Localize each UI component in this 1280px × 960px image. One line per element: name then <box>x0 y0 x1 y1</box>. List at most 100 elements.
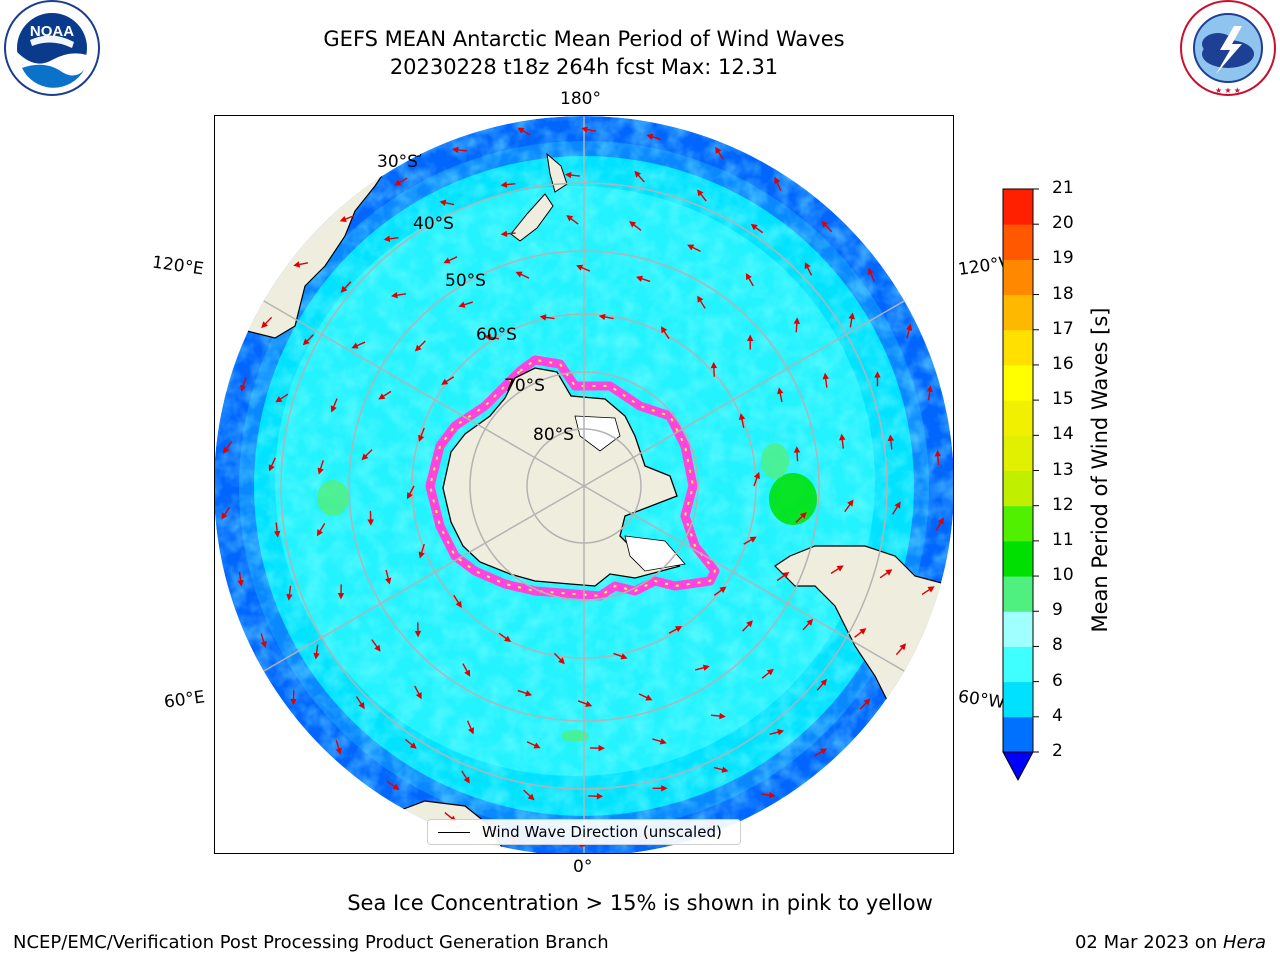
wind-wave-arrowhead <box>240 384 247 392</box>
wind-wave-arrowhead <box>821 220 829 228</box>
wind-wave-arrowhead <box>926 385 933 393</box>
colorbar-tick-labels: 2 4 6 8 9 10 11 12 13 14 15 16 17 18 19 20 21 <box>1052 178 1112 788</box>
wind-wave-arrowhead <box>719 586 727 593</box>
wind-wave-arrowhead <box>414 344 422 352</box>
colorbar-label: Mean Period of Wind Waves [s] <box>1088 307 1112 633</box>
wind-wave-arrowhead <box>836 565 844 572</box>
wind-wave-arrowhead <box>558 657 565 665</box>
wind-wave-arrowhead <box>302 338 310 346</box>
map-legend: Wind Wave Direction (unscaled) <box>427 819 741 845</box>
wind-wave-arrowhead <box>745 273 752 281</box>
wind-wave-arrowhead <box>646 133 654 140</box>
wind-wave-arrowhead <box>367 519 374 526</box>
colorbar-cell-4 <box>1003 681 1033 718</box>
colorbar-tick-label: 16 <box>1052 353 1074 374</box>
wind-wave-arrowhead <box>335 747 342 755</box>
wind-wave-arrowhead <box>768 791 776 799</box>
wind-wave-arrowhead <box>394 179 402 186</box>
colorbar-tick-label: 14 <box>1052 424 1074 445</box>
colorbar-cell-16 <box>1003 329 1033 366</box>
colorbar-cell-18 <box>1003 259 1033 296</box>
lon-label-60e: 60°E <box>162 687 207 713</box>
wind-wave-arrowhead <box>634 170 641 178</box>
lon-label-0: 0° <box>573 857 593 877</box>
wind-wave-arrowhead <box>804 262 811 270</box>
wind-wave-arrowhead <box>750 223 758 231</box>
wind-wave-arrowhead <box>847 499 854 507</box>
wind-wave-arrowhead <box>581 126 588 133</box>
wind-wave-arrowhead <box>806 618 814 626</box>
colorbar-tick-label: 12 <box>1052 494 1074 515</box>
colorbar-cell-2 <box>1003 716 1033 753</box>
wind-wave-arrowhead <box>598 744 605 752</box>
wind-wave-arrowhead <box>659 738 667 745</box>
wind-wave-arrowhead <box>937 517 944 525</box>
wind-wave-arrowhead <box>500 181 508 188</box>
footer-branch: NCEP/EMC/Verification Post Processing Pr… <box>13 932 609 953</box>
colorbar-tick-label: 11 <box>1052 529 1074 550</box>
wind-wave-arrowhead <box>441 378 449 385</box>
wind-wave-arrowhead <box>221 512 228 520</box>
wind-wave-arrowhead <box>839 433 846 441</box>
noaa-logo: NOAA <box>4 0 100 96</box>
wind-wave-arrowhead <box>414 630 422 638</box>
wind-wave-arrowhead <box>237 579 244 587</box>
colorbar-tick-label: 10 <box>1052 565 1074 586</box>
wind-wave-direction-arrows <box>221 126 944 847</box>
svg-text:★ ★ ★: ★ ★ ★ <box>1215 86 1241 95</box>
colorbar-tick-label: 2 <box>1052 741 1063 761</box>
wind-wave-arrowhead <box>820 678 828 686</box>
wind-wave-arrowhead <box>517 127 525 134</box>
graticule <box>215 116 953 853</box>
wind-wave-arrowhead <box>697 295 704 303</box>
wind-wave-arrowhead <box>566 214 574 222</box>
legend-line-swatch <box>438 831 470 833</box>
wind-wave-arrowhead <box>927 586 935 593</box>
wind-wave-arrowhead <box>406 492 413 500</box>
wind-wave-arrowhead <box>661 785 668 792</box>
wind-wave-arrowhead <box>576 264 584 271</box>
new-zealand-north <box>546 152 568 193</box>
new-zealand-south <box>510 193 554 242</box>
colorbar-tick-label: 15 <box>1052 389 1074 410</box>
wind-wave-arrowhead <box>749 536 757 543</box>
colorbar-cell-6 <box>1003 646 1033 683</box>
wind-wave-arrowhead <box>629 221 637 228</box>
colorbar-cell-20 <box>1003 189 1033 225</box>
wind-wave-arrowhead <box>463 776 470 784</box>
colorbar-tick-label: 18 <box>1052 283 1074 304</box>
wind-wave-arrowhead <box>539 314 547 321</box>
wind-wave-arrowhead <box>374 644 381 652</box>
lon-label-180: 180° <box>560 89 601 109</box>
wind-wave-arrowhead <box>455 600 462 608</box>
wind-wave-arrowhead <box>620 653 628 660</box>
wind-wave-arrowhead <box>746 620 753 628</box>
wind-wave-arrowhead <box>719 712 726 720</box>
wind-wave-arrowhead <box>777 387 784 395</box>
wind-wave-arrowhead <box>894 501 901 509</box>
wind-wave-arrowhead <box>439 199 447 206</box>
wind-wave-arrowhead <box>339 215 347 223</box>
chart-title: GEFS MEAN Antarctic Mean Period of Wind … <box>323 27 845 51</box>
wind-wave-arrowhead <box>458 301 466 308</box>
colorbar-tick-label: 20 <box>1052 213 1074 234</box>
ronne-ice-shelf <box>624 535 686 572</box>
colorbar-tick-label: 6 <box>1052 670 1063 691</box>
wind-wave-arrowhead <box>418 434 425 442</box>
footer-machine: Hera <box>1222 932 1266 953</box>
wind-wave-arrowhead <box>361 453 369 461</box>
colorbar-cell-14 <box>1003 400 1033 436</box>
wind-wave-arrowhead <box>275 396 283 403</box>
wind-wave-arrowhead <box>527 793 535 801</box>
wind-wave-arrowhead <box>645 694 653 701</box>
colorbar-cell-15 <box>1003 364 1033 401</box>
wind-wave-arrowhead <box>317 467 324 475</box>
wind-wave-arrowhead <box>464 669 471 677</box>
lat-label-30s: 30°S <box>377 152 418 172</box>
wind-wave-arrowhead <box>753 471 761 479</box>
wind-wave-arrowhead <box>451 146 459 154</box>
colorbar-cell-13 <box>1003 435 1033 471</box>
wind-wave-arrowhead <box>290 698 297 706</box>
colorbar-cell-19 <box>1003 224 1033 260</box>
wind-wave-arrowhead <box>391 291 398 299</box>
